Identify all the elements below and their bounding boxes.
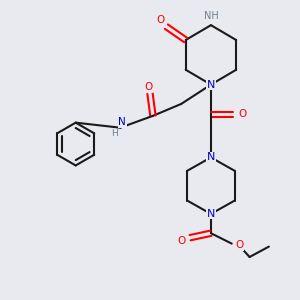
Text: O: O bbox=[235, 240, 243, 250]
Text: NH: NH bbox=[204, 11, 218, 21]
Text: N: N bbox=[118, 117, 126, 128]
Text: O: O bbox=[157, 15, 165, 25]
Text: O: O bbox=[238, 109, 246, 119]
Text: N: N bbox=[207, 152, 215, 162]
Text: O: O bbox=[144, 82, 153, 92]
Text: O: O bbox=[177, 236, 185, 246]
Text: H: H bbox=[112, 129, 118, 138]
Text: N: N bbox=[207, 209, 215, 219]
Text: N: N bbox=[207, 80, 215, 90]
